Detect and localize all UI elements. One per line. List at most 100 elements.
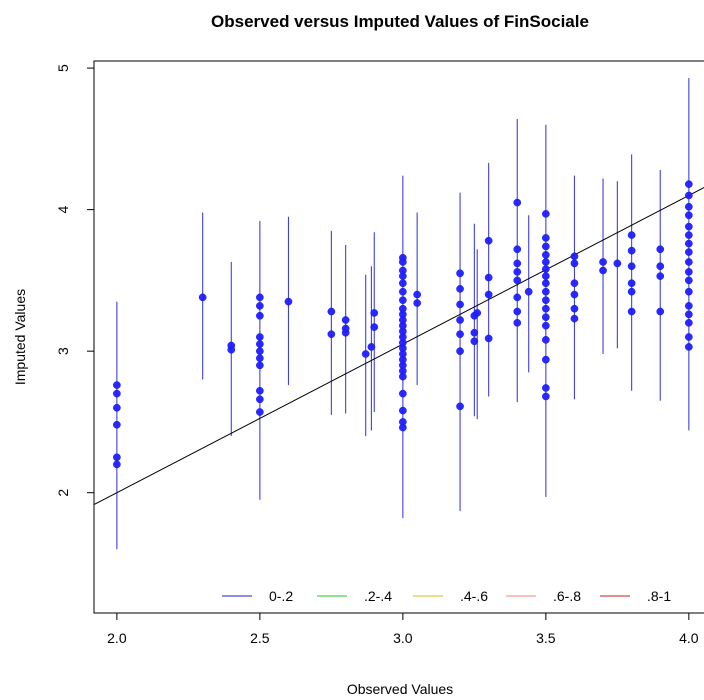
y-tick-label-0: 2 (55, 489, 71, 497)
data-point-57 (456, 347, 464, 356)
data-point-127 (684, 231, 693, 239)
data-point-14 (256, 347, 264, 356)
data-point-81 (542, 384, 550, 392)
data-point-1 (113, 453, 121, 462)
y-axis-label: Imputed Values (12, 289, 28, 385)
x-tick-label-0: 2.0 (107, 630, 127, 646)
data-point-55 (413, 290, 422, 299)
plot-area (93, 60, 704, 614)
data-point-85 (542, 313, 550, 322)
data-point-108 (627, 279, 636, 288)
data-point-25 (341, 316, 350, 324)
data-point-20 (284, 297, 293, 306)
data-point-100 (570, 279, 579, 288)
data-point-130 (684, 202, 693, 211)
data-point-104 (599, 258, 607, 266)
data-point-89 (542, 279, 550, 288)
data-point-131 (684, 191, 693, 200)
data-point-77 (513, 245, 522, 254)
data-point-99 (570, 290, 579, 299)
data-point-84 (542, 321, 550, 330)
data-point-27 (367, 343, 376, 351)
data-point-62 (456, 269, 464, 278)
data-point-94 (542, 242, 550, 251)
data-point-92 (542, 258, 550, 266)
legend-label-1: .2-.4 (364, 588, 392, 604)
data-point-17 (256, 311, 264, 320)
data-point-78 (513, 198, 522, 207)
data-point-59 (456, 316, 464, 324)
data-point-82 (542, 355, 550, 364)
y-axis: 2 3 4 5 (55, 64, 94, 497)
data-point-15 (256, 340, 264, 348)
plot-frame (93, 60, 704, 614)
data-point-48 (399, 287, 407, 296)
fit-line-group (94, 187, 704, 506)
data-point-98 (570, 304, 579, 313)
data-point-110 (627, 246, 636, 255)
data-point-51 (399, 266, 407, 275)
data-point-103 (599, 266, 607, 275)
data-points (113, 180, 693, 469)
data-point-87 (542, 296, 550, 305)
data-point-24 (341, 324, 350, 333)
data-point-115 (656, 245, 665, 254)
data-point-117 (684, 333, 693, 341)
data-point-122 (684, 276, 693, 285)
data-point-5 (113, 381, 121, 389)
data-point-126 (684, 239, 693, 248)
data-point-28 (370, 323, 379, 331)
data-point-95 (542, 234, 550, 242)
data-point-60 (456, 300, 464, 309)
data-point-102 (570, 252, 579, 261)
data-point-63 (470, 337, 479, 346)
data-point-31 (399, 418, 407, 426)
fit-line (94, 187, 704, 506)
data-point-129 (684, 211, 693, 220)
x-axis: 2.0 2.5 3.0 3.5 4.0 (107, 613, 699, 646)
data-point-70 (484, 236, 493, 245)
data-point-12 (256, 361, 264, 370)
data-point-88 (542, 287, 550, 296)
data-point-93 (542, 251, 550, 259)
x-axis-label: Observed Values (347, 681, 453, 697)
data-point-16 (256, 333, 264, 341)
data-point-26 (361, 350, 370, 358)
data-point-68 (484, 290, 493, 299)
data-point-76 (513, 259, 522, 268)
data-point-61 (456, 285, 464, 293)
data-point-83 (542, 335, 550, 344)
data-point-58 (456, 330, 464, 339)
data-point-33 (399, 389, 407, 398)
legend-label-0: 0-.2 (269, 588, 293, 604)
data-point-90 (542, 272, 550, 280)
y-tick-label-1: 3 (55, 347, 71, 355)
data-point-18 (256, 302, 264, 310)
data-point-22 (327, 307, 336, 316)
data-point-46 (399, 304, 407, 313)
data-point-73 (513, 293, 522, 302)
data-point-120 (684, 302, 693, 310)
x-tick-label-2: 3.0 (393, 630, 413, 646)
data-point-124 (684, 258, 693, 266)
legend-label-2: .4-.6 (460, 588, 488, 604)
data-point-105 (613, 259, 622, 268)
data-point-109 (627, 262, 636, 271)
data-point-21 (327, 330, 336, 339)
data-point-69 (484, 273, 493, 282)
data-point-80 (542, 392, 550, 401)
data-point-29 (370, 309, 379, 317)
data-point-4 (113, 389, 121, 398)
data-point-112 (656, 307, 665, 316)
data-point-101 (570, 259, 579, 268)
data-point-11 (256, 386, 264, 395)
data-point-96 (542, 210, 550, 218)
data-point-79 (524, 287, 533, 296)
data-point-114 (656, 262, 665, 271)
data-point-86 (542, 304, 550, 313)
data-point-111 (627, 231, 636, 239)
x-tick-label-1: 2.5 (250, 630, 270, 646)
data-point-107 (627, 287, 636, 296)
y-tick-label-3: 5 (55, 64, 71, 72)
